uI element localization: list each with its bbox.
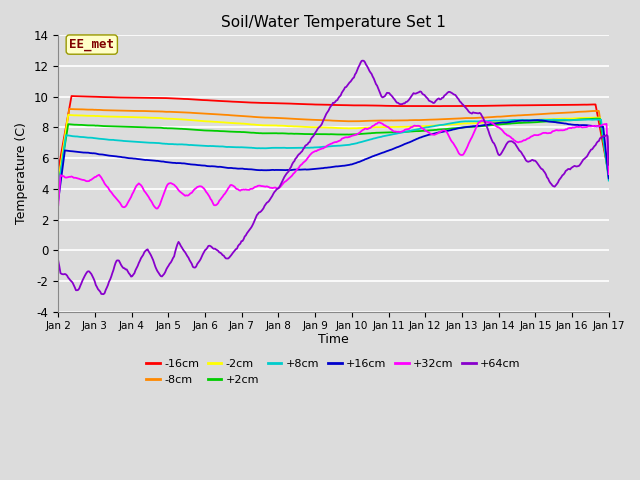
+16cm	[533, 117, 541, 123]
+32cm	[594, 123, 602, 129]
-2cm	[593, 115, 600, 120]
-8cm	[353, 119, 361, 124]
-8cm	[317, 117, 324, 123]
+8cm	[382, 133, 390, 139]
+8cm	[319, 144, 327, 150]
+16cm	[605, 176, 612, 181]
+8cm	[605, 178, 612, 183]
Line: +64cm: +64cm	[58, 60, 609, 294]
+64cm	[605, 162, 612, 168]
Line: +2cm: +2cm	[58, 119, 609, 187]
+8cm	[585, 117, 593, 122]
X-axis label: Time: Time	[318, 333, 349, 346]
+2cm	[605, 174, 612, 180]
+2cm	[382, 130, 390, 135]
+16cm	[319, 165, 327, 171]
-16cm	[383, 103, 391, 108]
+32cm	[508, 135, 515, 141]
Title: Soil/Water Temperature Set 1: Soil/Water Temperature Set 1	[221, 15, 446, 30]
+32cm	[320, 145, 328, 151]
+16cm	[316, 166, 324, 171]
-2cm	[65, 112, 72, 118]
+16cm	[506, 119, 513, 125]
-2cm	[507, 118, 515, 124]
-8cm	[65, 106, 73, 112]
+32cm	[353, 132, 361, 137]
+8cm	[316, 144, 324, 150]
-2cm	[605, 174, 612, 180]
-2cm	[320, 125, 328, 131]
+64cm	[359, 58, 367, 63]
+64cm	[320, 116, 328, 121]
-16cm	[353, 102, 361, 108]
Line: -8cm: -8cm	[58, 109, 609, 180]
+32cm	[317, 146, 324, 152]
+8cm	[352, 141, 360, 146]
Legend: -16cm, -8cm, -2cm, +2cm, +8cm, +16cm, +32cm, +64cm: -16cm, -8cm, -2cm, +2cm, +8cm, +16cm, +3…	[142, 355, 525, 389]
+2cm	[506, 121, 513, 127]
Y-axis label: Temperature (C): Temperature (C)	[15, 122, 28, 225]
-2cm	[383, 124, 391, 130]
+32cm	[383, 124, 391, 130]
-16cm	[54, 167, 62, 173]
-8cm	[507, 113, 515, 119]
-2cm	[317, 124, 324, 130]
-8cm	[383, 118, 391, 123]
Line: -16cm: -16cm	[58, 96, 609, 174]
+16cm	[54, 197, 62, 203]
-8cm	[54, 177, 62, 182]
+64cm	[594, 139, 602, 144]
+8cm	[506, 118, 513, 123]
+64cm	[317, 123, 324, 129]
+2cm	[54, 184, 62, 190]
+32cm	[605, 171, 612, 177]
+16cm	[593, 123, 600, 129]
+64cm	[353, 67, 361, 73]
+2cm	[591, 116, 599, 121]
+64cm	[54, 258, 62, 264]
+64cm	[508, 138, 515, 144]
-16cm	[593, 108, 600, 113]
+2cm	[352, 132, 360, 137]
Line: +16cm: +16cm	[58, 120, 609, 200]
+2cm	[316, 132, 324, 137]
+8cm	[593, 117, 600, 122]
-16cm	[605, 171, 612, 177]
+32cm	[152, 205, 160, 211]
-8cm	[605, 170, 612, 176]
+8cm	[54, 186, 62, 192]
+32cm	[54, 202, 62, 208]
+16cm	[382, 149, 390, 155]
-16cm	[317, 102, 324, 108]
-2cm	[54, 180, 62, 185]
-16cm	[507, 103, 515, 108]
-8cm	[320, 117, 328, 123]
+16cm	[352, 160, 360, 166]
Text: EE_met: EE_met	[69, 38, 115, 51]
Line: -2cm: -2cm	[58, 115, 609, 182]
+2cm	[593, 116, 600, 121]
+64cm	[100, 291, 108, 297]
-2cm	[353, 125, 361, 131]
+64cm	[384, 90, 392, 96]
-16cm	[320, 102, 328, 108]
+32cm	[478, 118, 486, 123]
-16cm	[68, 93, 76, 99]
-8cm	[593, 108, 600, 114]
+2cm	[319, 131, 327, 137]
Line: +8cm: +8cm	[58, 120, 609, 189]
Line: +32cm: +32cm	[58, 120, 609, 208]
